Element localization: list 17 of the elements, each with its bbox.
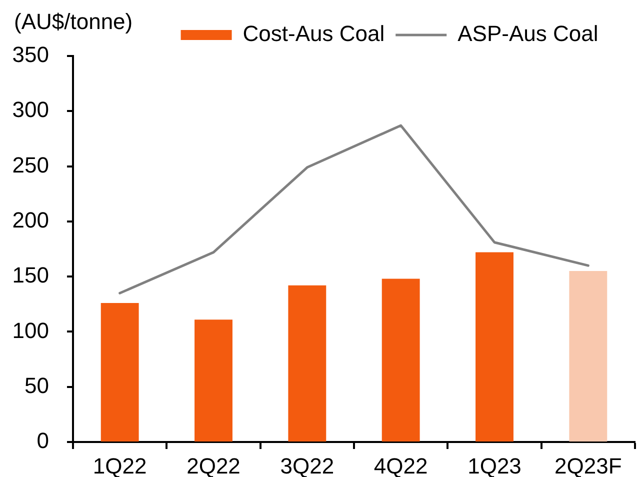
bar bbox=[100, 303, 139, 442]
y-tick-label: 100 bbox=[12, 318, 49, 343]
y-tick-label: 50 bbox=[24, 372, 49, 398]
bar bbox=[382, 278, 420, 442]
legend-label: Cost-Aus Coal bbox=[242, 21, 385, 46]
bar bbox=[476, 252, 514, 442]
y-tick-label: 0 bbox=[36, 428, 49, 454]
y-tick-label: 200 bbox=[12, 207, 49, 232]
y-tick-label: 150 bbox=[12, 262, 49, 288]
y-tick-label: 250 bbox=[12, 152, 49, 178]
y-tick-label: 350 bbox=[12, 42, 49, 68]
bar bbox=[194, 320, 232, 442]
bar bbox=[288, 285, 326, 442]
y-axis-title: (AU$/tonne) bbox=[14, 9, 133, 35]
bar bbox=[569, 271, 608, 442]
y-tick-label: 300 bbox=[12, 97, 49, 122]
legend-label: ASP-Aus Coal bbox=[458, 21, 598, 46]
